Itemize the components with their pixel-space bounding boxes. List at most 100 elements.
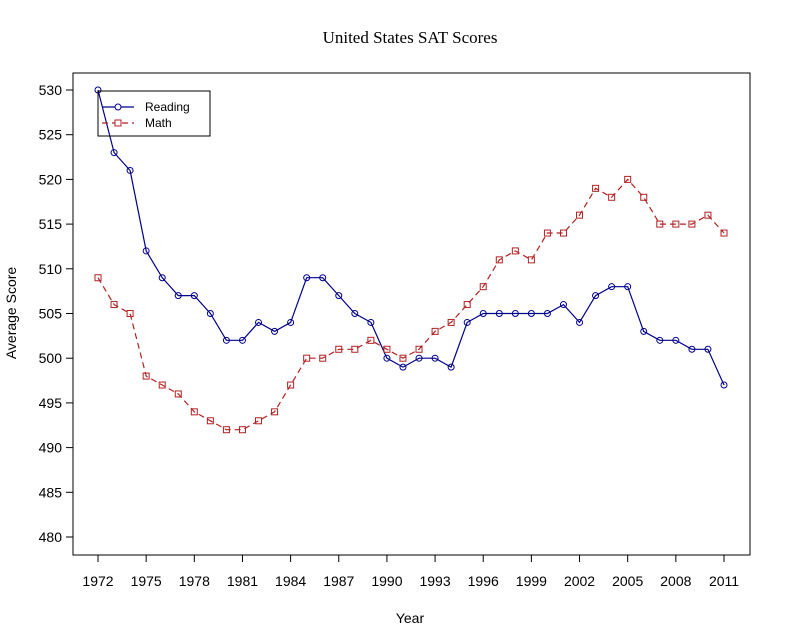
data-point [335,345,343,353]
y-axis: 480 485 490 495 500 505 510 515 520 525 530 [39,82,73,545]
data-point [656,220,664,228]
data-point [238,426,246,434]
legend-label-reading: Reading [145,100,190,114]
data-point [527,310,535,317]
data-point [431,327,439,335]
data-point [174,292,182,300]
data-point [447,363,455,371]
data-point [110,301,118,309]
data-point [543,229,551,237]
data-point [367,336,375,344]
data-point [431,354,439,362]
data-point [271,327,279,335]
y-tick-label: 515 [39,216,63,232]
series-reading [94,86,728,389]
data-point [495,256,503,264]
data-point [672,336,680,344]
data-point [142,247,150,255]
x-tick-label: 1981 [227,573,258,589]
x-tick-label: 1978 [179,573,210,589]
data-point [206,417,214,425]
series-line-math [97,178,725,431]
legend: Reading Math [97,90,211,137]
data-point [222,426,230,434]
data-point [335,292,343,300]
data-point [640,327,648,335]
x-tick-label: 1990 [371,573,402,589]
data-point [479,283,487,291]
data-point [576,318,584,326]
x-tick-label: 1975 [131,573,162,589]
data-point [608,193,616,201]
data-point [720,229,728,237]
data-point [238,336,246,344]
x-tick-label: 1984 [275,573,306,589]
data-point [543,310,551,317]
data-point [351,345,359,353]
data-point [415,354,423,362]
data-point [559,301,567,309]
data-point [287,381,295,389]
data-point [640,193,648,201]
data-point [559,229,567,237]
data-point [383,345,391,353]
y-tick-label: 495 [39,395,63,411]
data-point [190,292,198,300]
data-point [174,390,182,398]
x-tick-label: 1996 [468,573,499,589]
series-math [94,175,728,434]
data-point [511,247,519,255]
x-tick-label: 1993 [419,573,450,589]
y-axis-label: Average Score [3,267,19,360]
series-line-reading [97,89,725,386]
data-point [479,310,487,317]
data-point [222,336,230,344]
data-point [576,211,584,219]
x-tick-label: 1987 [323,573,354,589]
legend-box [97,90,211,137]
data-point [688,345,696,353]
x-tick-label: 2008 [660,573,691,589]
data-point [415,345,423,353]
data-point [303,274,311,282]
chart-title: United States SAT Scores [323,28,498,47]
data-point [126,166,134,174]
y-tick-label: 520 [39,171,63,187]
legend-label-math: Math [145,116,172,130]
data-point [592,292,600,300]
legend-marker [114,119,122,127]
x-axis: 1972 1975 1978 1981 1984 1987 1990 1993 1996 1999… [82,555,739,589]
data-point [271,408,279,416]
y-tick-label: 505 [39,306,63,322]
x-tick-label: 2002 [564,573,595,589]
x-tick-label: 2005 [612,573,643,589]
data-point [527,256,535,264]
y-tick-label: 485 [39,484,63,500]
data-point [624,283,632,291]
data-point [126,310,134,317]
data-point [383,354,391,362]
plot-frame [72,72,751,556]
x-tick-label: 1972 [82,573,113,589]
data-point [704,211,712,219]
data-point [206,310,214,317]
x-axis-label: Year [396,610,425,626]
data-point [190,408,198,416]
data-point [255,318,263,326]
data-point [592,184,600,192]
data-point [672,220,680,228]
y-tick-label: 525 [39,127,63,143]
data-point [319,274,327,282]
data-point [624,175,632,183]
data-point [447,318,455,326]
data-point [158,274,166,282]
x-tick-label: 2011 [709,573,739,589]
data-point [463,301,471,309]
data-point [319,354,327,362]
x-tick-label: 1999 [516,573,547,589]
data-point [110,149,118,157]
data-point [158,381,166,389]
data-point [142,372,150,380]
y-tick-label: 480 [39,529,63,545]
